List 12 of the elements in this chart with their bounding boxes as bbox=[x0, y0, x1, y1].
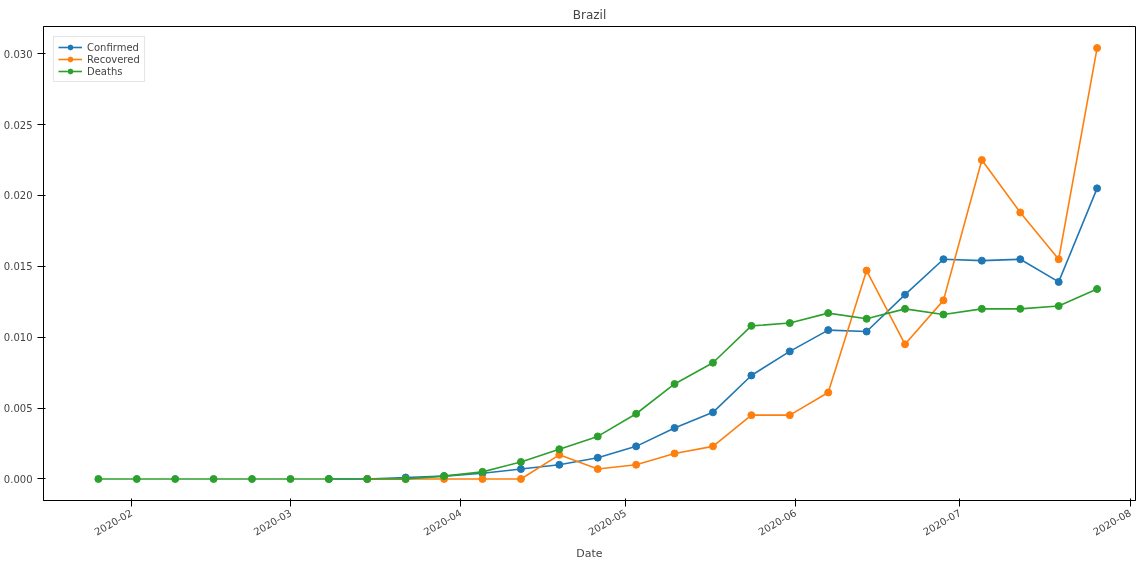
y-tick-label: 0.025 bbox=[3, 119, 33, 131]
legend-label: Deaths bbox=[87, 65, 123, 77]
y-tick-label: 0.020 bbox=[3, 190, 33, 202]
y-tick-label: 0.030 bbox=[3, 48, 33, 60]
chart-title: Brazil bbox=[572, 7, 607, 22]
y-tick-label: 0.005 bbox=[3, 403, 33, 415]
y-tick-label: 0.015 bbox=[3, 261, 33, 273]
y-tick-label: 0.010 bbox=[3, 332, 33, 344]
legend-label: Recovered bbox=[87, 53, 140, 65]
legend-label: Confirmed bbox=[87, 41, 139, 53]
y-tick-label: 0.000 bbox=[3, 473, 33, 485]
x-axis-title: Date bbox=[576, 547, 603, 561]
